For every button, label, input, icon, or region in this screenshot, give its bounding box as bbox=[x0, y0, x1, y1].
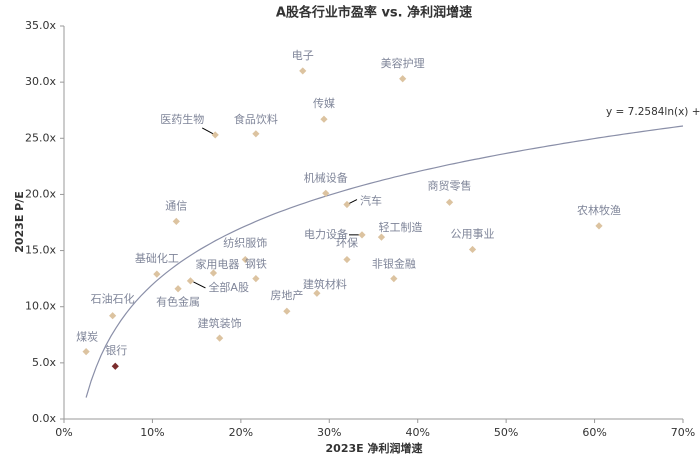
chart-title: A股各行业市盈率 vs. 净利润增速 bbox=[276, 5, 472, 21]
point-label: 医药生物 bbox=[160, 112, 204, 126]
point bbox=[595, 222, 603, 230]
point-label: 有色金属 bbox=[156, 295, 200, 309]
point bbox=[343, 200, 351, 209]
point-label: 银行 bbox=[105, 343, 127, 357]
point bbox=[322, 189, 330, 197]
point bbox=[153, 270, 161, 278]
point bbox=[209, 269, 218, 277]
point-label: 美容护理 bbox=[381, 56, 425, 70]
point bbox=[445, 198, 454, 206]
point-label: 汽车 bbox=[360, 194, 382, 208]
point-label: 基础化工 bbox=[135, 251, 179, 265]
point-label: 房地产 bbox=[270, 288, 303, 302]
point bbox=[313, 289, 321, 297]
x-tick-label: 70% bbox=[671, 426, 695, 439]
point-label: 传媒 bbox=[313, 97, 335, 110]
y-axis-title: 2023E P/E bbox=[13, 191, 26, 253]
x-tick-label: 40% bbox=[405, 426, 429, 439]
y-tick-label: 5.0x bbox=[32, 356, 56, 369]
point bbox=[283, 307, 291, 315]
point bbox=[252, 275, 260, 283]
point bbox=[174, 285, 182, 293]
x-tick-label: 0% bbox=[55, 426, 72, 439]
point bbox=[343, 255, 351, 264]
point bbox=[299, 67, 307, 75]
x-tick-label: 60% bbox=[582, 426, 606, 439]
point-label: 钢铁 bbox=[245, 258, 267, 271]
y-tick-label: 0.0x bbox=[32, 412, 56, 425]
y-tick-label: 25.0x bbox=[25, 131, 56, 144]
y-tick-label: 10.0x bbox=[25, 300, 56, 313]
point-label: 轻工制造 bbox=[378, 220, 422, 234]
point-label: 建筑装饰 bbox=[198, 316, 242, 330]
point bbox=[358, 231, 366, 239]
point bbox=[186, 277, 195, 285]
point-label: 家用电器 bbox=[195, 257, 239, 271]
point-label: 公用事业 bbox=[451, 227, 495, 240]
point-label: 全部A股 bbox=[208, 280, 249, 294]
point bbox=[109, 312, 117, 320]
point bbox=[211, 131, 219, 139]
point-label: 建筑材料 bbox=[303, 277, 347, 291]
point-label: 食品饮料 bbox=[234, 112, 278, 126]
point bbox=[216, 334, 224, 342]
x-tick-label: 50% bbox=[494, 426, 518, 439]
x-axis-title: 2023E 净利润增速 bbox=[326, 441, 423, 455]
point-label: 石油石化 bbox=[91, 292, 135, 306]
x-tick-label: 20% bbox=[229, 426, 253, 439]
point bbox=[241, 255, 249, 264]
point-label: 电子 bbox=[292, 49, 314, 62]
point bbox=[172, 217, 180, 225]
y-tick-label: 15.0x bbox=[25, 244, 56, 257]
x-tick-label: 10% bbox=[140, 426, 164, 439]
point bbox=[320, 115, 328, 123]
point bbox=[399, 75, 407, 83]
point-label: 环保 bbox=[336, 236, 358, 250]
point-label: 煤炭 bbox=[76, 331, 98, 344]
point bbox=[377, 233, 386, 241]
y-tick-label: 35.0x bbox=[25, 19, 56, 32]
point bbox=[252, 130, 260, 138]
trendline bbox=[85, 125, 684, 398]
point bbox=[468, 245, 477, 254]
y-tick-label: 30.0x bbox=[25, 75, 56, 88]
point-label: 电力设备 bbox=[304, 227, 348, 241]
point bbox=[390, 275, 398, 283]
point-label: 机械设备 bbox=[304, 170, 348, 184]
point bbox=[111, 362, 119, 370]
leader-line bbox=[193, 281, 206, 289]
y-tick-label: 20.0x bbox=[25, 187, 56, 200]
point-label: 通信 bbox=[165, 199, 187, 212]
point bbox=[82, 348, 90, 356]
point-label: 非银金融 bbox=[372, 257, 416, 271]
point-label: 纺织服饰 bbox=[223, 236, 267, 250]
point-label: 商贸零售 bbox=[428, 178, 472, 192]
x-tick-label: 30% bbox=[317, 426, 341, 439]
trendline-label: y = 7.2584ln(x) + 28.685 bbox=[606, 106, 700, 118]
point-label: 农林牧渔 bbox=[577, 203, 621, 217]
